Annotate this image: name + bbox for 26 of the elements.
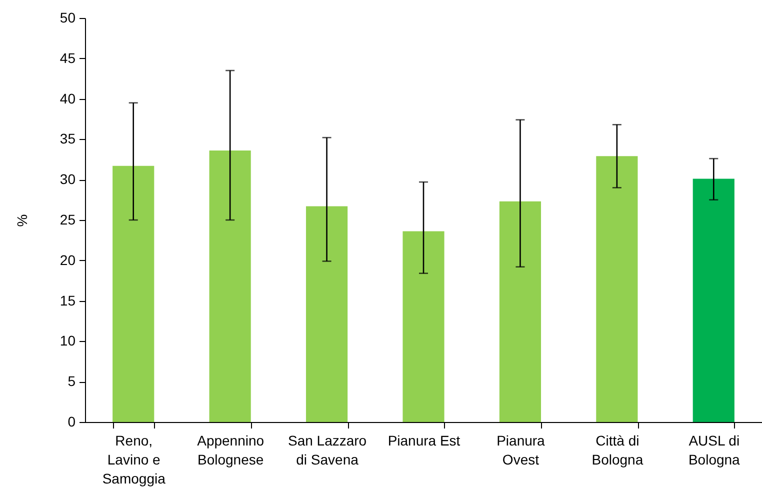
x-tick-label: Appennino Bolognese (197, 432, 264, 468)
x-tick-label: AUSL di Bologna (688, 432, 740, 468)
x-tick-label: San Lazzaro di Savena (288, 432, 367, 468)
bar (112, 166, 154, 422)
bar (596, 156, 638, 422)
y-tick-label: 20 (60, 252, 76, 268)
y-tick-label: 5 (68, 373, 76, 390)
y-tick-label: 50 (60, 10, 76, 26)
y-tick-label: 0 (68, 414, 76, 430)
bar (209, 150, 251, 422)
bar (402, 231, 444, 422)
y-tick-label: 45 (60, 50, 76, 66)
y-axis-title: % (14, 214, 30, 227)
y-tick-label: 40 (60, 90, 76, 106)
y-tick-label: 10 (60, 332, 76, 349)
bar (499, 201, 542, 422)
x-tick-label: Città di Bologna (592, 432, 644, 468)
bar (306, 206, 348, 422)
y-tick-label: 25 (60, 212, 76, 228)
x-tick-label: Pianura Est (388, 432, 460, 448)
bar (692, 178, 734, 422)
y-tick-label: 35 (60, 130, 76, 147)
y-tick-label: 30 (60, 171, 76, 188)
x-tick-label: Reno, Lavino e Samoggia (102, 432, 166, 486)
x-tick-label: Pianura Ovest (496, 432, 546, 468)
y-tick-label: 15 (60, 292, 76, 308)
